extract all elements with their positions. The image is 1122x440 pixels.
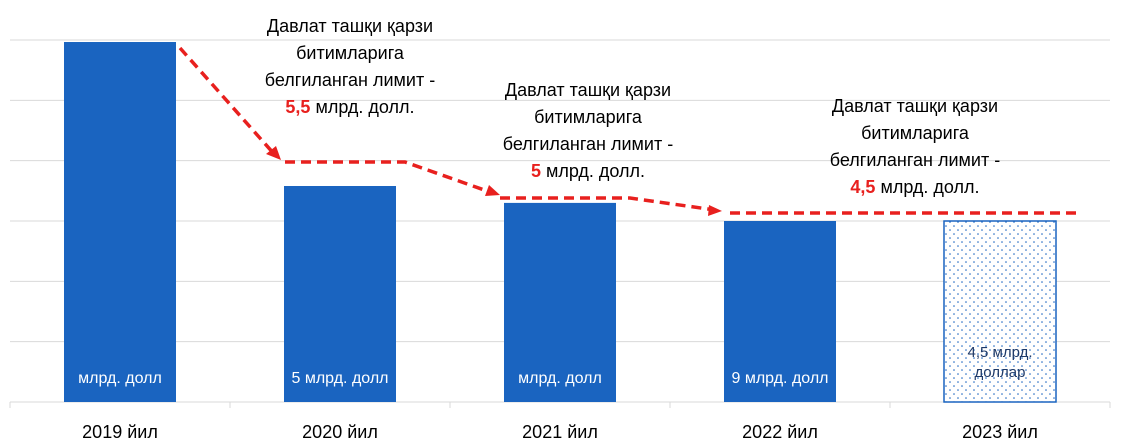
value-label: 5 млрд. долл xyxy=(292,370,389,387)
annotation-line: белгиланган лимит - xyxy=(265,70,435,90)
bar xyxy=(943,220,1057,403)
arrow-heads xyxy=(266,146,722,216)
bar xyxy=(504,202,616,402)
limit-value: 4,5 xyxy=(850,177,875,197)
x-tick-label: 2020 йил xyxy=(302,422,378,440)
arrow-head xyxy=(708,205,722,216)
annotation-limit: 4,5 млрд. долл. xyxy=(850,177,979,197)
value-label: 4,5 млрд. доллар xyxy=(967,344,1032,381)
annotation-line: Давлат ташқи қарзи xyxy=(832,96,998,116)
annotation-line: Давлат ташқи қарзи xyxy=(505,80,671,100)
value-label: 9 млрд. долл xyxy=(732,370,829,387)
arrow-head xyxy=(485,185,500,196)
value-label: млрд. долл xyxy=(78,370,162,387)
limit-arrow xyxy=(500,196,716,212)
limit-arrow xyxy=(285,160,491,194)
arrow-head xyxy=(266,146,281,160)
annotation-limit: 5,5 млрд. долл. xyxy=(285,97,414,117)
annotation-line: Давлат ташқи қарзи xyxy=(267,16,433,36)
x-tick-label: 2021 йил xyxy=(522,422,598,440)
x-tick-label: 2023 йил xyxy=(962,422,1038,440)
annotation-line: белгиланган лимит - xyxy=(503,134,673,154)
annotation-line: битимларига xyxy=(296,43,405,63)
value-label-line: 4,5 млрд. xyxy=(967,344,1032,361)
value-label-line: доллар xyxy=(975,364,1026,381)
annotation-line: белгиланган лимит - xyxy=(830,150,1000,170)
limit-unit: млрд. долл. xyxy=(315,97,414,117)
limit-value: 5,5 xyxy=(285,97,310,117)
limit-arrow xyxy=(178,46,277,157)
limit-lines xyxy=(178,46,1080,215)
value-label: млрд. долл xyxy=(518,370,602,387)
limit-unit: млрд. долл. xyxy=(546,161,645,181)
annotation-line: битимларига xyxy=(534,107,643,127)
x-tick-label: 2022 йил xyxy=(742,422,818,440)
limit-unit: млрд. долл. xyxy=(880,177,979,197)
annotation-line: битимларига xyxy=(861,123,970,143)
bar xyxy=(724,221,836,402)
annotation-limit: 5 млрд. долл. xyxy=(531,161,645,181)
x-tick-label: 2019 йил xyxy=(82,422,158,440)
limit-value: 5 xyxy=(531,161,541,181)
bar xyxy=(284,186,396,402)
bar xyxy=(64,42,176,403)
